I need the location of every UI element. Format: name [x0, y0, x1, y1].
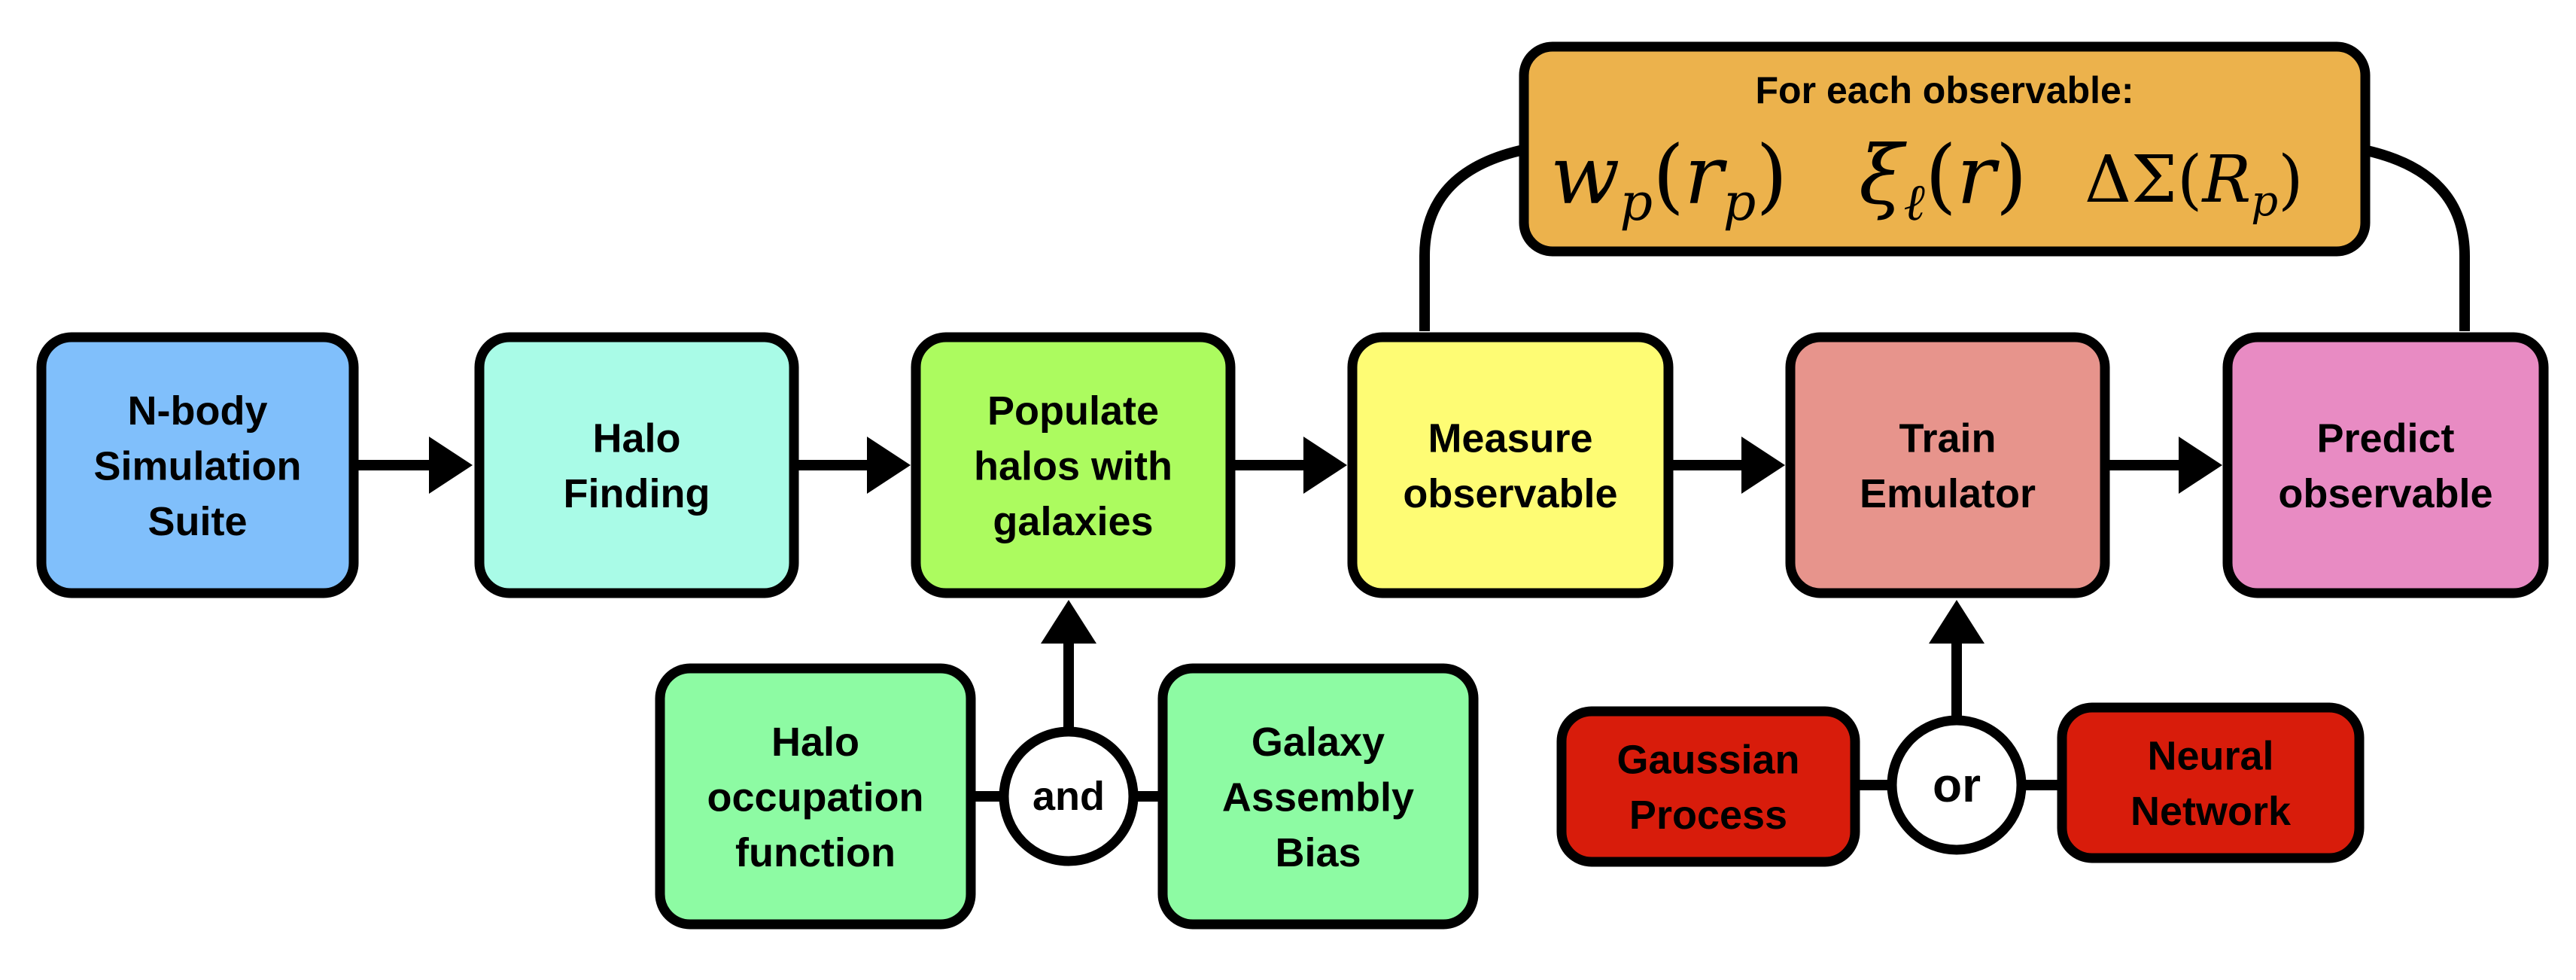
- nbody-simulation-box: N-body Simulation Suite: [36, 332, 359, 598]
- galaxy-assembly-bias-box-label-line: Assembly: [1222, 775, 1414, 820]
- observables-to-predict-line: [2365, 145, 2470, 331]
- arrow-and-to-populate: [1041, 600, 1096, 644]
- neural-network-box-label-line: Network: [2130, 789, 2292, 834]
- neural-network-box-label-line: Neural: [2147, 734, 2273, 779]
- measure-observable-box: Measure observable: [1347, 332, 1674, 598]
- gaussian-process-box-rect: [1556, 706, 1860, 867]
- arrow-measure-to-train: [1741, 437, 1785, 494]
- populate-halos-box-label-line: halos with: [974, 443, 1172, 488]
- train-emulator-box-label-line: Train: [1899, 416, 1996, 461]
- nbody-simulation-box-label-line: Suite: [148, 499, 247, 544]
- neural-network-box: Neural Network: [2057, 702, 2365, 863]
- connector-lines: [971, 145, 2470, 802]
- halo-occupation-box-label-line: occupation: [707, 775, 923, 820]
- diagram-boxes: N-body Simulation Suite Halo Finding Populate…: [36, 332, 2549, 930]
- train-emulator-box-label-line: Emulator: [1860, 471, 2036, 516]
- train-emulator-box: Train Emulator: [1785, 332, 2110, 598]
- or-label: or: [1933, 758, 1981, 812]
- halo-occupation-box: Halo occupation function: [655, 663, 976, 930]
- halo-finding-box-label-line: Finding: [564, 471, 710, 516]
- galaxy-assembly-bias-box-rect: [1157, 663, 1479, 930]
- measure-to-observables-line: [1419, 145, 1522, 331]
- formula-wp: wp(rp): [1550, 129, 1787, 233]
- arrowheads: [429, 437, 2222, 644]
- gaussian-process-box-label-line: Gaussian: [1616, 738, 1799, 783]
- and-junction: and: [999, 726, 1139, 866]
- arrow-nbody-to-halo: [429, 437, 473, 494]
- nbody-simulation-box-label-line: N-body: [128, 388, 268, 434]
- measure-observable-box-label-line: observable: [1403, 471, 1617, 516]
- populate-halos-box-label-line: galaxies: [993, 499, 1153, 544]
- train-emulator-box-rect: [1785, 332, 2110, 598]
- and-label: and: [1033, 774, 1105, 819]
- predict-observable-box: Predict observable: [2222, 332, 2549, 598]
- populate-halos-box-label-line: Populate: [987, 388, 1159, 434]
- measure-observable-box-rect: [1347, 332, 1674, 598]
- halo-occupation-box-label-line: function: [735, 830, 896, 875]
- arrow-halo-to-populate: [867, 437, 911, 494]
- populate-halos-box: Populate halos with galaxies: [911, 332, 1236, 598]
- halo-occupation-box-rect: [655, 663, 976, 930]
- halo-finding-box-label-line: Halo: [592, 416, 680, 461]
- populate-halos-box-rect: [911, 332, 1236, 598]
- formula-delta-sigma: ΔΣ(Rp): [2085, 142, 2304, 226]
- measure-observable-box-label-line: Measure: [1428, 416, 1592, 461]
- galaxy-assembly-bias-box-label-line: Galaxy: [1252, 720, 1385, 765]
- galaxy-assembly-bias-box-label-line: Bias: [1275, 830, 1361, 875]
- observables-heading: For each observable:: [1756, 69, 2134, 111]
- arrow-populate-to-measure: [1303, 437, 1347, 494]
- predict-observable-box-label-line: observable: [2278, 471, 2492, 516]
- nbody-simulation-box-rect: [36, 332, 359, 598]
- halo-finding-box-rect: [474, 332, 799, 598]
- halo-occupation-box-label-line: Halo: [771, 720, 859, 765]
- arrow-train-to-predict: [2179, 437, 2222, 494]
- gaussian-process-box-label-line: Process: [1629, 793, 1787, 838]
- formula-xi: ξℓ(r): [1859, 129, 2027, 233]
- galaxy-assembly-bias-box: Galaxy Assembly Bias: [1157, 663, 1479, 930]
- gaussian-process-box: Gaussian Process: [1556, 706, 1860, 867]
- predict-observable-box-label-line: Predict: [2316, 416, 2454, 461]
- arrow-or-to-train: [1929, 600, 1984, 644]
- halo-finding-box: Halo Finding: [474, 332, 799, 598]
- neural-network-box-rect: [2057, 702, 2365, 863]
- observables-box: For each observable: wp(rp) ξℓ(r) ΔΣ(Rp): [1519, 41, 2371, 257]
- nbody-simulation-box-label-line: Simulation: [93, 443, 301, 488]
- or-junction: or: [1887, 715, 2027, 855]
- predict-observable-box-rect: [2222, 332, 2549, 598]
